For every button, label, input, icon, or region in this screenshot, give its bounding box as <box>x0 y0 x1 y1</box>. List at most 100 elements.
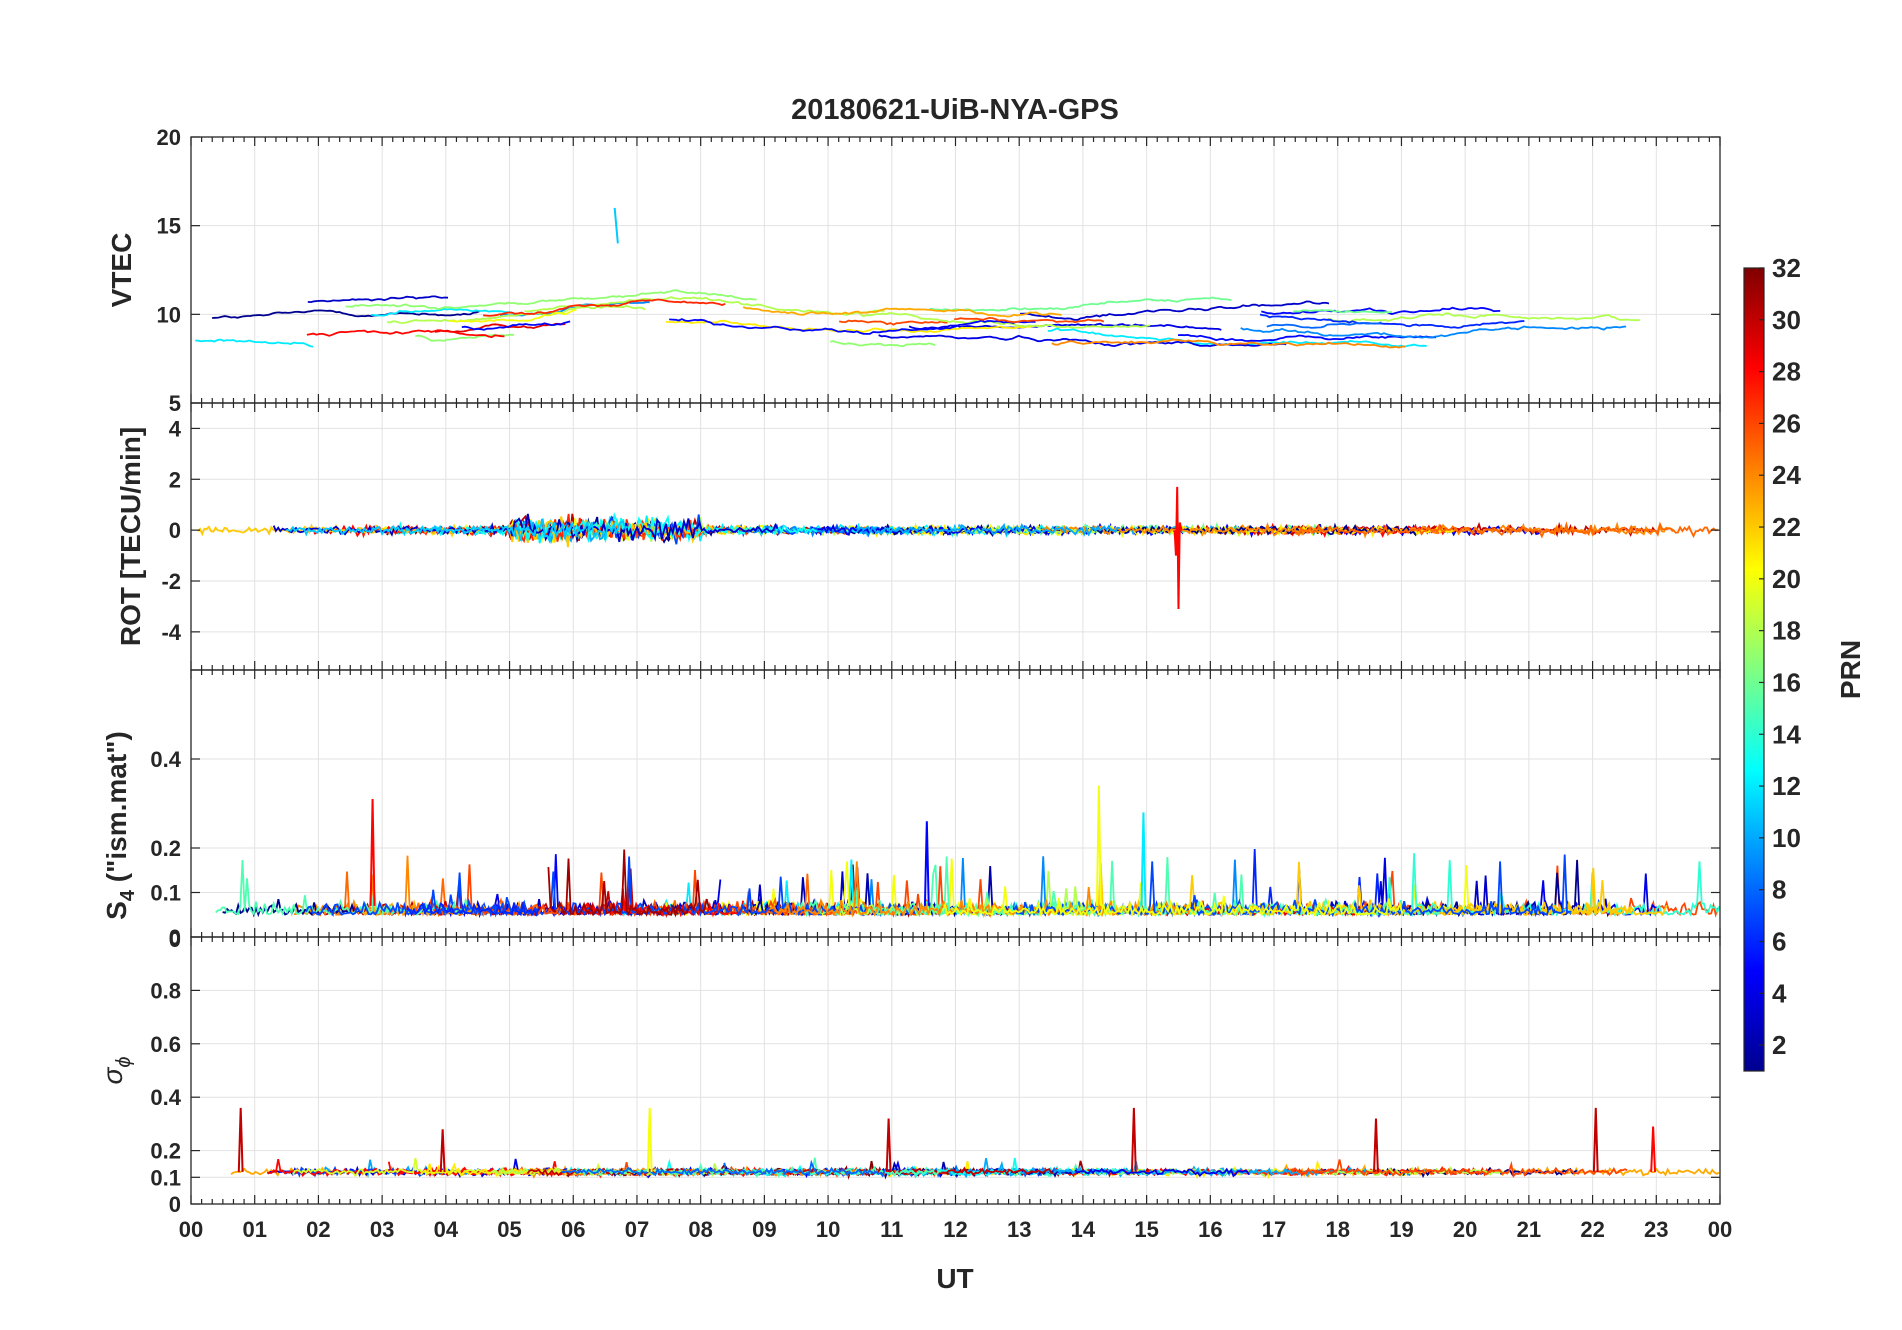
xticks-rot <box>190 403 1721 670</box>
xtick-label: 00 <box>179 1217 203 1242</box>
trace-prn-29 <box>434 322 566 333</box>
colorbar-label: PRN <box>1835 640 1866 699</box>
trace-prn-3 <box>272 513 779 543</box>
trace-prn-7 <box>396 856 922 918</box>
trace-prn-26 <box>954 316 1105 324</box>
trace-prn-18 <box>859 312 1151 329</box>
panel-rot: -4 -2 0 2 4 ROT [TECU/min] <box>115 402 1721 671</box>
ytick-label-vtec: 10 <box>157 302 181 327</box>
ytick-label-s4: 0.2 <box>150 836 181 861</box>
xtick-label: 20 <box>1453 1217 1477 1242</box>
trace-prn-20 <box>448 308 577 323</box>
sigma-phi-event <box>646 1107 653 1172</box>
xtick-label: 21 <box>1517 1217 1541 1242</box>
trace-prn-11 <box>286 518 628 544</box>
ytick-label-sigma_phi: 0 <box>169 1192 181 1217</box>
trace-prn-23 <box>742 306 1062 318</box>
trace-prn-5 <box>1177 333 1437 342</box>
trace-prn-10 <box>856 522 1121 538</box>
trace-prn-28 <box>306 329 505 339</box>
grid-s4 <box>191 670 1720 938</box>
ytick-label-sigma_phi: 0.8 <box>150 978 181 1003</box>
xtick-label: 13 <box>1007 1217 1031 1242</box>
xtick-label: 06 <box>561 1217 585 1242</box>
xtick-label: 18 <box>1326 1217 1350 1242</box>
colorbar-tick-label: 26 <box>1772 408 1801 438</box>
xticks-s4 <box>190 670 1721 937</box>
traces-vtec <box>195 207 1641 349</box>
sigma-phi-event <box>1592 1107 1599 1172</box>
colorbar-tick-label: 14 <box>1772 719 1801 749</box>
trace-prn-5 <box>1261 306 1501 315</box>
ytick-label-sigma_phi: 0.2 <box>150 1139 181 1164</box>
xtick-label: 10 <box>816 1217 840 1242</box>
ylabel-rot: ROT [TECU/min] <box>115 427 146 646</box>
xtick-label: 17 <box>1262 1217 1286 1242</box>
ytick-label-rot: 0 <box>169 518 181 543</box>
colorbar-tick-label: 30 <box>1772 305 1801 335</box>
xtick-label: 22 <box>1580 1217 1604 1242</box>
trace-prn-3 <box>307 295 449 304</box>
colorbar-tick-label: 24 <box>1772 460 1801 490</box>
colorbar-tick-label: 16 <box>1772 667 1801 697</box>
colorbar-tick-label: 6 <box>1772 926 1786 956</box>
ylabel-vtec: VTEC <box>106 233 137 308</box>
ytick-label-s4: 0 <box>169 925 181 950</box>
xtick-label: 09 <box>752 1217 776 1242</box>
trace-prn-8 <box>561 1159 886 1178</box>
ytick-label-vtec: 15 <box>157 214 181 239</box>
trace-prn-17 <box>345 289 757 311</box>
trace-prn-6 <box>1259 313 1525 329</box>
ytick-label-rot: -4 <box>161 620 181 645</box>
x-axis-label: UT <box>936 1263 973 1294</box>
traces-s4 <box>215 785 1720 919</box>
s4-event <box>369 799 376 906</box>
xtick-label: 14 <box>1071 1217 1096 1242</box>
vtec-event <box>613 207 619 244</box>
trace-prn-25 <box>1292 521 1719 539</box>
trace-prn-15 <box>872 856 1441 918</box>
xtick-label: 12 <box>943 1217 967 1242</box>
ytick-label-s4-extra: 0 <box>169 927 181 952</box>
ytick-label-sigma_phi: 0.1 <box>150 1165 181 1190</box>
trace-prn-5 <box>461 320 571 331</box>
trace-prn-16 <box>1293 308 1393 314</box>
xtick-label: 08 <box>688 1217 712 1242</box>
grid-rot <box>191 403 1720 670</box>
xtick-label: 23 <box>1644 1217 1668 1242</box>
trace-prn-4 <box>908 322 1222 331</box>
xtick-label: 11 <box>880 1217 903 1242</box>
xtick-label: 19 <box>1389 1217 1413 1242</box>
s4-event <box>1095 785 1102 906</box>
s4-event <box>923 821 930 906</box>
xticks-vtec <box>190 137 1721 403</box>
panel-sigma_phi: 00.10.2 0.4 0.6 0.8 σϕ 00 01 02 03 04 05 06 07 08 09 10… <box>97 936 1732 1242</box>
sigma-phi-event <box>237 1107 244 1172</box>
ytick-label-rot: -2 <box>161 569 181 594</box>
trace-prn-5 <box>669 318 1036 335</box>
trace-prn-9 <box>1240 325 1627 339</box>
sigma-phi-event <box>885 1118 892 1172</box>
xticks-sigma_phi <box>190 937 1721 1204</box>
xtick-label: 03 <box>370 1217 394 1242</box>
xtick-label: 04 <box>434 1217 459 1242</box>
ytick-label-s4: 0.1 <box>150 881 181 906</box>
trace-prn-26 <box>839 319 948 326</box>
rot-event <box>1173 486 1183 609</box>
colorbar-gradient <box>1743 267 1765 1072</box>
xtick-label: 02 <box>306 1217 330 1242</box>
ylabel-sigma_phi: σϕ <box>97 1056 135 1084</box>
traces-rot <box>197 486 1719 609</box>
sigma-phi-event <box>1373 1118 1379 1172</box>
xtick-label: 15 <box>1134 1217 1158 1242</box>
chart-title: 20180621-UiB-NYA-GPS <box>791 94 1119 126</box>
ytick-label-rot: 4 <box>169 416 182 441</box>
ytick-label-vtec: 20 <box>157 125 181 150</box>
xtick-label: 16 <box>1198 1217 1222 1242</box>
trace-prn-1 <box>212 309 481 319</box>
grid-sigma_phi <box>191 937 1720 1205</box>
